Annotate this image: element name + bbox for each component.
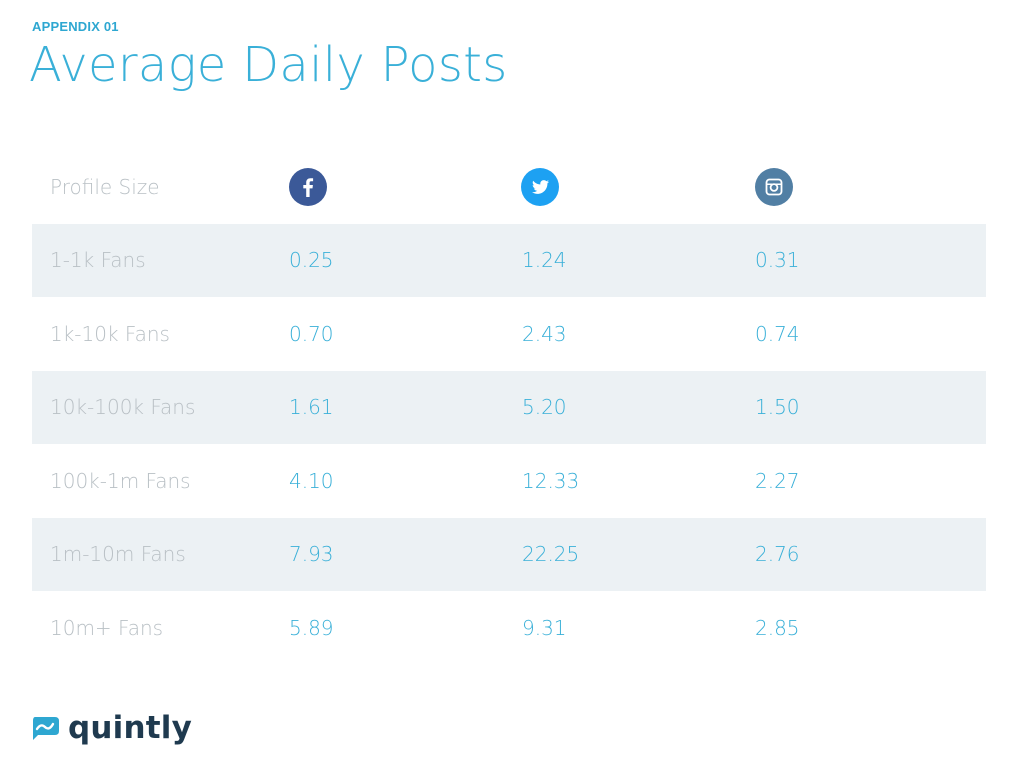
twitter-value: 1.24 xyxy=(522,248,567,273)
column-header-profile-size: Profile Size xyxy=(50,174,160,199)
table-row: 1m-10m Fans 7.93 22.25 2.76 xyxy=(32,517,986,591)
row-label: 100k-1m Fans xyxy=(50,468,191,493)
twitter-icon xyxy=(521,167,559,206)
quintly-logo-icon xyxy=(33,717,59,740)
twitter-value: 12.33 xyxy=(522,468,580,493)
twitter-value: 2.43 xyxy=(522,321,567,346)
instagram-value: 2.76 xyxy=(755,542,800,567)
column-header-twitter xyxy=(521,150,559,224)
table-row: 10m+ Fans 5.89 9.31 2.85 xyxy=(32,591,986,665)
table-header-row: Profile Size xyxy=(32,150,986,224)
instagram-icon xyxy=(755,167,793,206)
instagram-value: 0.74 xyxy=(755,321,800,346)
twitter-value: 5.20 xyxy=(522,395,567,420)
row-label: 1k-10k Fans xyxy=(50,321,170,346)
instagram-value: 2.85 xyxy=(755,615,800,640)
twitter-value: 22.25 xyxy=(522,542,580,567)
table-row: 10k-100k Fans 1.61 5.20 1.50 xyxy=(32,370,986,444)
table-row: 100k-1m Fans 4.10 12.33 2.27 xyxy=(32,444,986,518)
posts-table: Profile Size xyxy=(32,150,986,665)
quintly-logo: quintly xyxy=(30,710,192,746)
twitter-value: 9.31 xyxy=(522,615,567,640)
facebook-value: 1.61 xyxy=(289,395,334,420)
facebook-value: 0.70 xyxy=(289,321,334,346)
facebook-value: 0.25 xyxy=(289,248,334,273)
logo-wordmark: quintly xyxy=(68,710,193,746)
appendix-label: APPENDIX 01 xyxy=(32,19,119,34)
facebook-icon xyxy=(289,167,327,206)
column-header-instagram xyxy=(755,150,793,224)
facebook-value: 7.93 xyxy=(289,542,334,567)
row-label: 10k-100k Fans xyxy=(50,395,196,420)
instagram-value: 2.27 xyxy=(755,468,800,493)
row-label: 1m-10m Fans xyxy=(50,542,186,567)
row-label: 10m+ Fans xyxy=(50,615,164,640)
facebook-value: 5.89 xyxy=(289,615,334,640)
instagram-value: 1.50 xyxy=(755,395,800,420)
row-label: 1-1k Fans xyxy=(50,248,146,273)
instagram-value: 0.31 xyxy=(755,248,800,273)
table-row: 1k-10k Fans 0.70 2.43 0.74 xyxy=(32,297,986,371)
table-row: 1-1k Fans 0.25 1.24 0.31 xyxy=(32,223,986,297)
column-header-facebook xyxy=(289,150,327,224)
page-title: Average Daily Posts xyxy=(29,37,508,93)
facebook-value: 4.10 xyxy=(289,468,334,493)
